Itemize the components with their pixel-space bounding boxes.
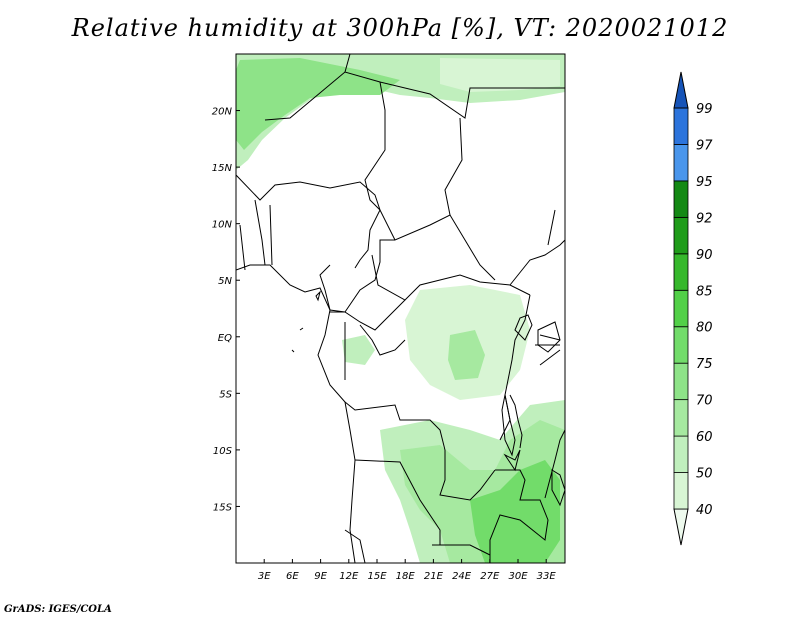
map-title: Relative humidity at 300hPa [%], VT: 202… [71,14,729,42]
river-tanganyika [509,394,523,449]
colorbar-label: 90 [696,248,713,263]
colorbar-segment [673,362,689,401]
lon-tick-label: 15E [367,571,387,582]
lon-tick-label: 21E [424,571,444,582]
border-drc-east [499,294,561,441]
lat-tick-label: 5N [218,276,232,287]
colorbar-label: 85 [696,284,713,299]
lon-tick-label: 27E [480,571,500,582]
longitude-axis: 3E 6E 9E 12E 15E 18E 21E 24E 27E 30E 33E [258,559,557,582]
lon-tick-label: 24E [452,571,472,582]
lon-tick-label: 3E [258,571,271,582]
humidity-area-central-core [448,330,485,380]
colorbar-segment [673,399,689,437]
lat-tick-label: 20N [212,107,233,118]
lat-tick-label: 15N [212,163,233,174]
colorbar-over-triangle [673,71,689,109]
coastline-west-africa [236,264,356,563]
grads-credit: GrADS: IGES/COLA [4,604,112,615]
lon-tick-label: 9E [314,571,327,582]
map-frame [235,53,566,564]
border-west-coast-states [239,199,273,271]
lat-tick-label: EQ [218,333,232,344]
colorbar-label: 99 [696,102,713,117]
border-namibia [344,529,366,563]
lat-tick-label: 5S [219,389,232,400]
colorbar-label: 80 [696,321,713,336]
border-south-east [489,429,565,563]
border-sudan [444,117,565,286]
border-congo-basin [330,299,406,380]
latitude-axis: 20N 15N 10N 5N EQ 5S 10S 15S [212,107,240,513]
colorbar-segment [673,180,689,218]
colorbar-segment [673,107,689,145]
lake-victoria-region [537,321,561,353]
country-borders [236,54,565,563]
colorbar-label: 92 [696,211,713,226]
colorbar-label: 60 [696,430,713,445]
colorbar-segment [673,289,689,328]
lon-tick-label: 6E [286,571,299,582]
colorbar-segment [673,326,689,364]
humidity-area-north-core [236,58,400,150]
colorbar-label: 75 [696,357,713,372]
border-sahel [236,174,381,269]
border-angola [344,401,496,556]
colorbar-label: 50 [696,467,713,482]
humidity-shading [236,54,565,563]
lon-tick-label: 12E [339,571,359,582]
colorbar-segment [673,216,689,255]
coastline-gulf-islands [291,290,321,353]
lat-tick-label: 15S [213,502,233,513]
lon-tick-label: 33E [537,571,557,582]
colorbar-segment [673,472,689,510]
border-nigeria-cameroon [319,239,395,313]
border-chad-car [371,209,531,301]
great-lakes [501,314,565,507]
colorbar-label: 40 [696,503,713,518]
lat-tick-label: 10S [213,446,233,457]
colorbar-segment [673,144,689,182]
lon-tick-label: 30E [508,571,528,582]
colorbar: 40 50 60 70 75 80 85 90 92 95 97 99 [673,71,713,546]
border-north-diagonal [344,54,386,211]
lon-tick-label: 18E [396,571,416,582]
humidity-area-west [342,335,375,365]
colorbar-segment [673,435,689,473]
colorbar-label: 95 [696,175,713,190]
border-sahara-north [264,71,565,121]
humidity-area-north-light [440,58,560,92]
colorbar-label: 70 [696,394,713,409]
colorbar-segment [673,253,689,291]
lat-tick-label: 10N [212,220,233,231]
colorbar-label: 97 [696,138,713,153]
colorbar-under-triangle [673,508,689,546]
humidity-area-south-core [470,460,560,563]
